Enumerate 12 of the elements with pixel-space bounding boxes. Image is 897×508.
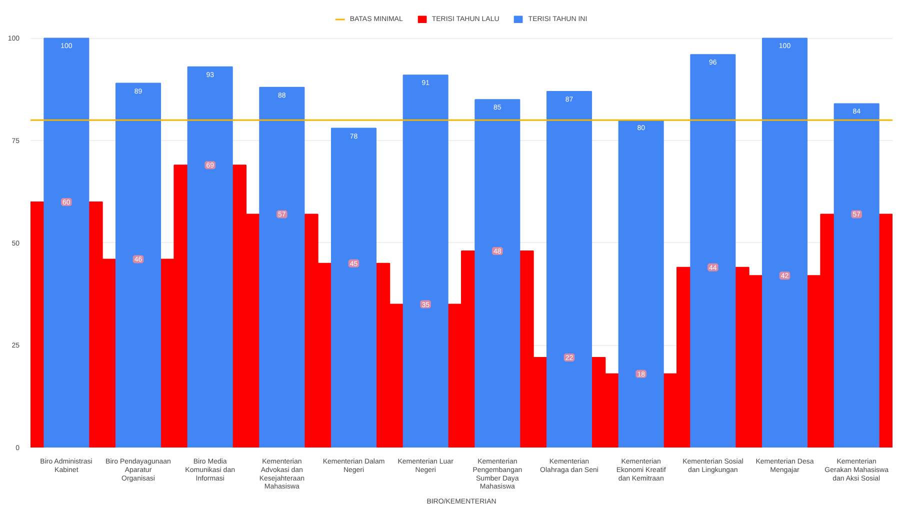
bar xyxy=(44,38,90,448)
bar xyxy=(259,86,305,448)
bar xyxy=(474,99,520,448)
bar xyxy=(690,54,736,448)
bar xyxy=(187,66,233,448)
bar xyxy=(115,82,162,448)
bar xyxy=(618,120,664,448)
bar xyxy=(330,128,377,448)
bar xyxy=(762,38,808,448)
bar xyxy=(402,74,448,448)
bar xyxy=(834,103,880,448)
bar xyxy=(546,90,592,448)
